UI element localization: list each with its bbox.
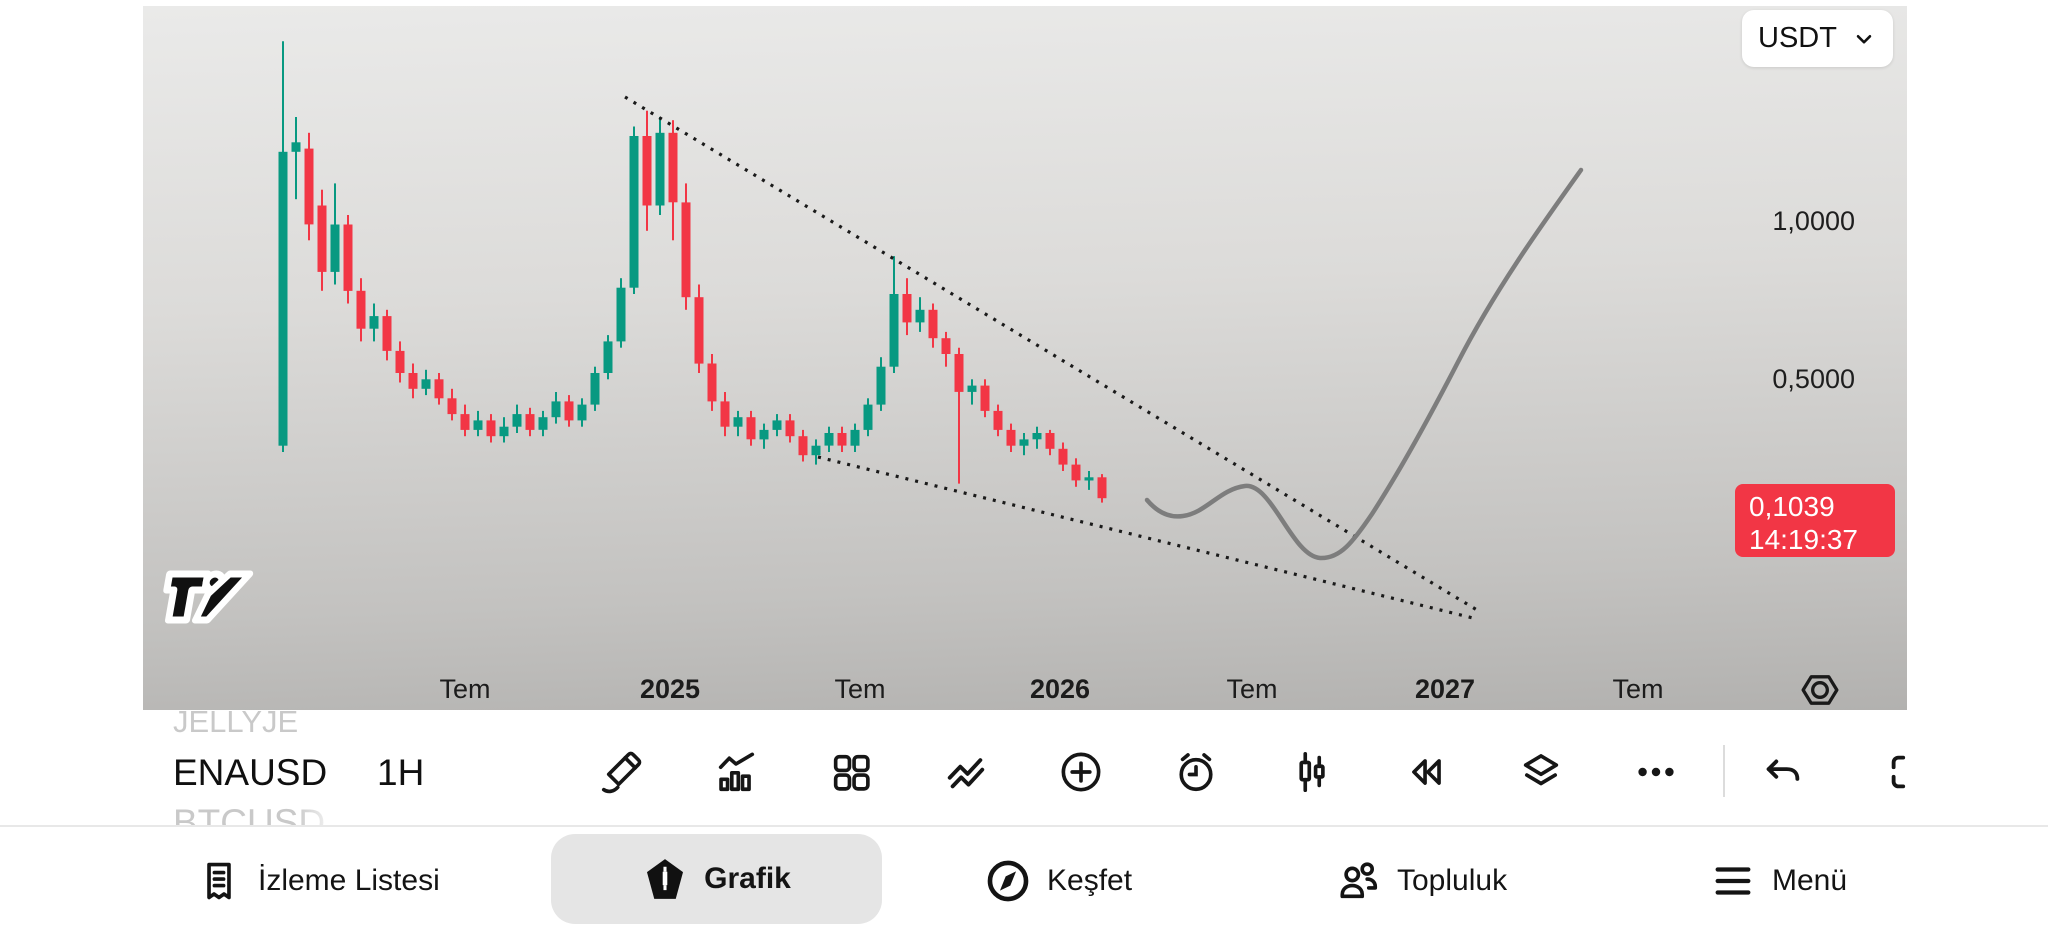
nav-item-community[interactable]: Topluluk bbox=[1335, 851, 1507, 911]
last-price-time: 14:19:37 bbox=[1749, 524, 1858, 555]
tradingview-logo bbox=[163, 570, 254, 624]
nav-label: Grafik bbox=[704, 862, 791, 895]
alert-clock-icon[interactable] bbox=[1167, 743, 1225, 801]
candles bbox=[278, 41, 1107, 503]
layout-grid-icon[interactable] bbox=[822, 743, 880, 801]
more-ellipsis-icon[interactable] bbox=[1627, 743, 1685, 801]
indicators-icon[interactable] bbox=[707, 743, 765, 801]
price-tick-0_5: 0,5000 bbox=[1772, 364, 1855, 394]
people-icon bbox=[1340, 862, 1378, 899]
add-circle-icon[interactable] bbox=[1052, 743, 1110, 801]
draw-pencil-icon[interactable] bbox=[592, 743, 650, 801]
nav-item-watchlist[interactable]: İzleme Listesi bbox=[196, 851, 440, 911]
price-tick-1: 1,0000 bbox=[1772, 206, 1855, 236]
bottom-navigation: İzleme Listesi Grafik Keşfet Topluluk Me… bbox=[0, 825, 2048, 945]
symbol-previous[interactable]: JELLYJE bbox=[173, 710, 348, 740]
nav-label: Menü bbox=[1772, 864, 1848, 897]
watchlist-icon bbox=[207, 862, 231, 900]
last-price-badge: 0,1039 14:19:37 bbox=[1735, 484, 1895, 557]
trend-lines-icon[interactable] bbox=[937, 743, 995, 801]
compass-icon bbox=[987, 860, 1029, 902]
nav-label: İzleme Listesi bbox=[258, 864, 440, 897]
nav-item-chart-active[interactable]: Grafik bbox=[551, 834, 882, 924]
quote-currency-selector[interactable]: USDT bbox=[1742, 10, 1893, 67]
nav-item-explore[interactable]: Keşfet bbox=[985, 851, 1132, 911]
layers-icon[interactable] bbox=[1512, 743, 1570, 801]
time-axis-label: 2025 bbox=[639, 674, 701, 704]
interval-button[interactable]: 1H bbox=[377, 752, 425, 793]
fullscreen-icon[interactable] bbox=[1879, 743, 1907, 801]
time-axis-label: 2026 bbox=[1029, 674, 1091, 704]
symbol-current[interactable]: ENAUSD bbox=[173, 752, 385, 794]
candlestick-chart[interactable] bbox=[143, 6, 1907, 710]
undo-icon[interactable] bbox=[1754, 743, 1812, 801]
time-axis-label: 2027 bbox=[1414, 674, 1476, 704]
axis-settings-hexagon-icon[interactable] bbox=[1798, 668, 1842, 710]
symbol-next[interactable]: BTCUSD bbox=[173, 802, 348, 825]
time-axis-label: Tem bbox=[1612, 674, 1664, 704]
chart-area[interactable]: USDT 1,0000 0,5000 0,1039 14:19:37 Tem 20… bbox=[143, 6, 1907, 710]
nav-label: Keşfet bbox=[1047, 864, 1133, 897]
chevron-down-icon bbox=[1856, 34, 1872, 44]
time-axis-label: Tem bbox=[1226, 674, 1278, 704]
time-axis-label: Tem bbox=[439, 674, 491, 704]
quote-currency-label: USDT bbox=[1758, 22, 1837, 54]
toolbar-divider bbox=[1723, 745, 1725, 797]
projection-curve bbox=[1144, 167, 1584, 561]
chart-gem-icon bbox=[647, 859, 684, 899]
time-axis-label: Tem bbox=[834, 674, 886, 704]
bar-replay-icon[interactable] bbox=[1397, 743, 1455, 801]
last-price-value: 0,1039 bbox=[1749, 491, 1835, 522]
nav-item-menu[interactable]: Menü bbox=[1710, 851, 1847, 911]
nav-label: Topluluk bbox=[1397, 864, 1508, 897]
wedge-trendlines bbox=[624, 95, 1478, 620]
chart-toolbar: JELLYJE ENAUSD BTCUSD 1H bbox=[143, 710, 1907, 825]
hamburger-icon bbox=[1715, 867, 1751, 895]
chart-type-candles-icon[interactable] bbox=[1282, 743, 1340, 801]
